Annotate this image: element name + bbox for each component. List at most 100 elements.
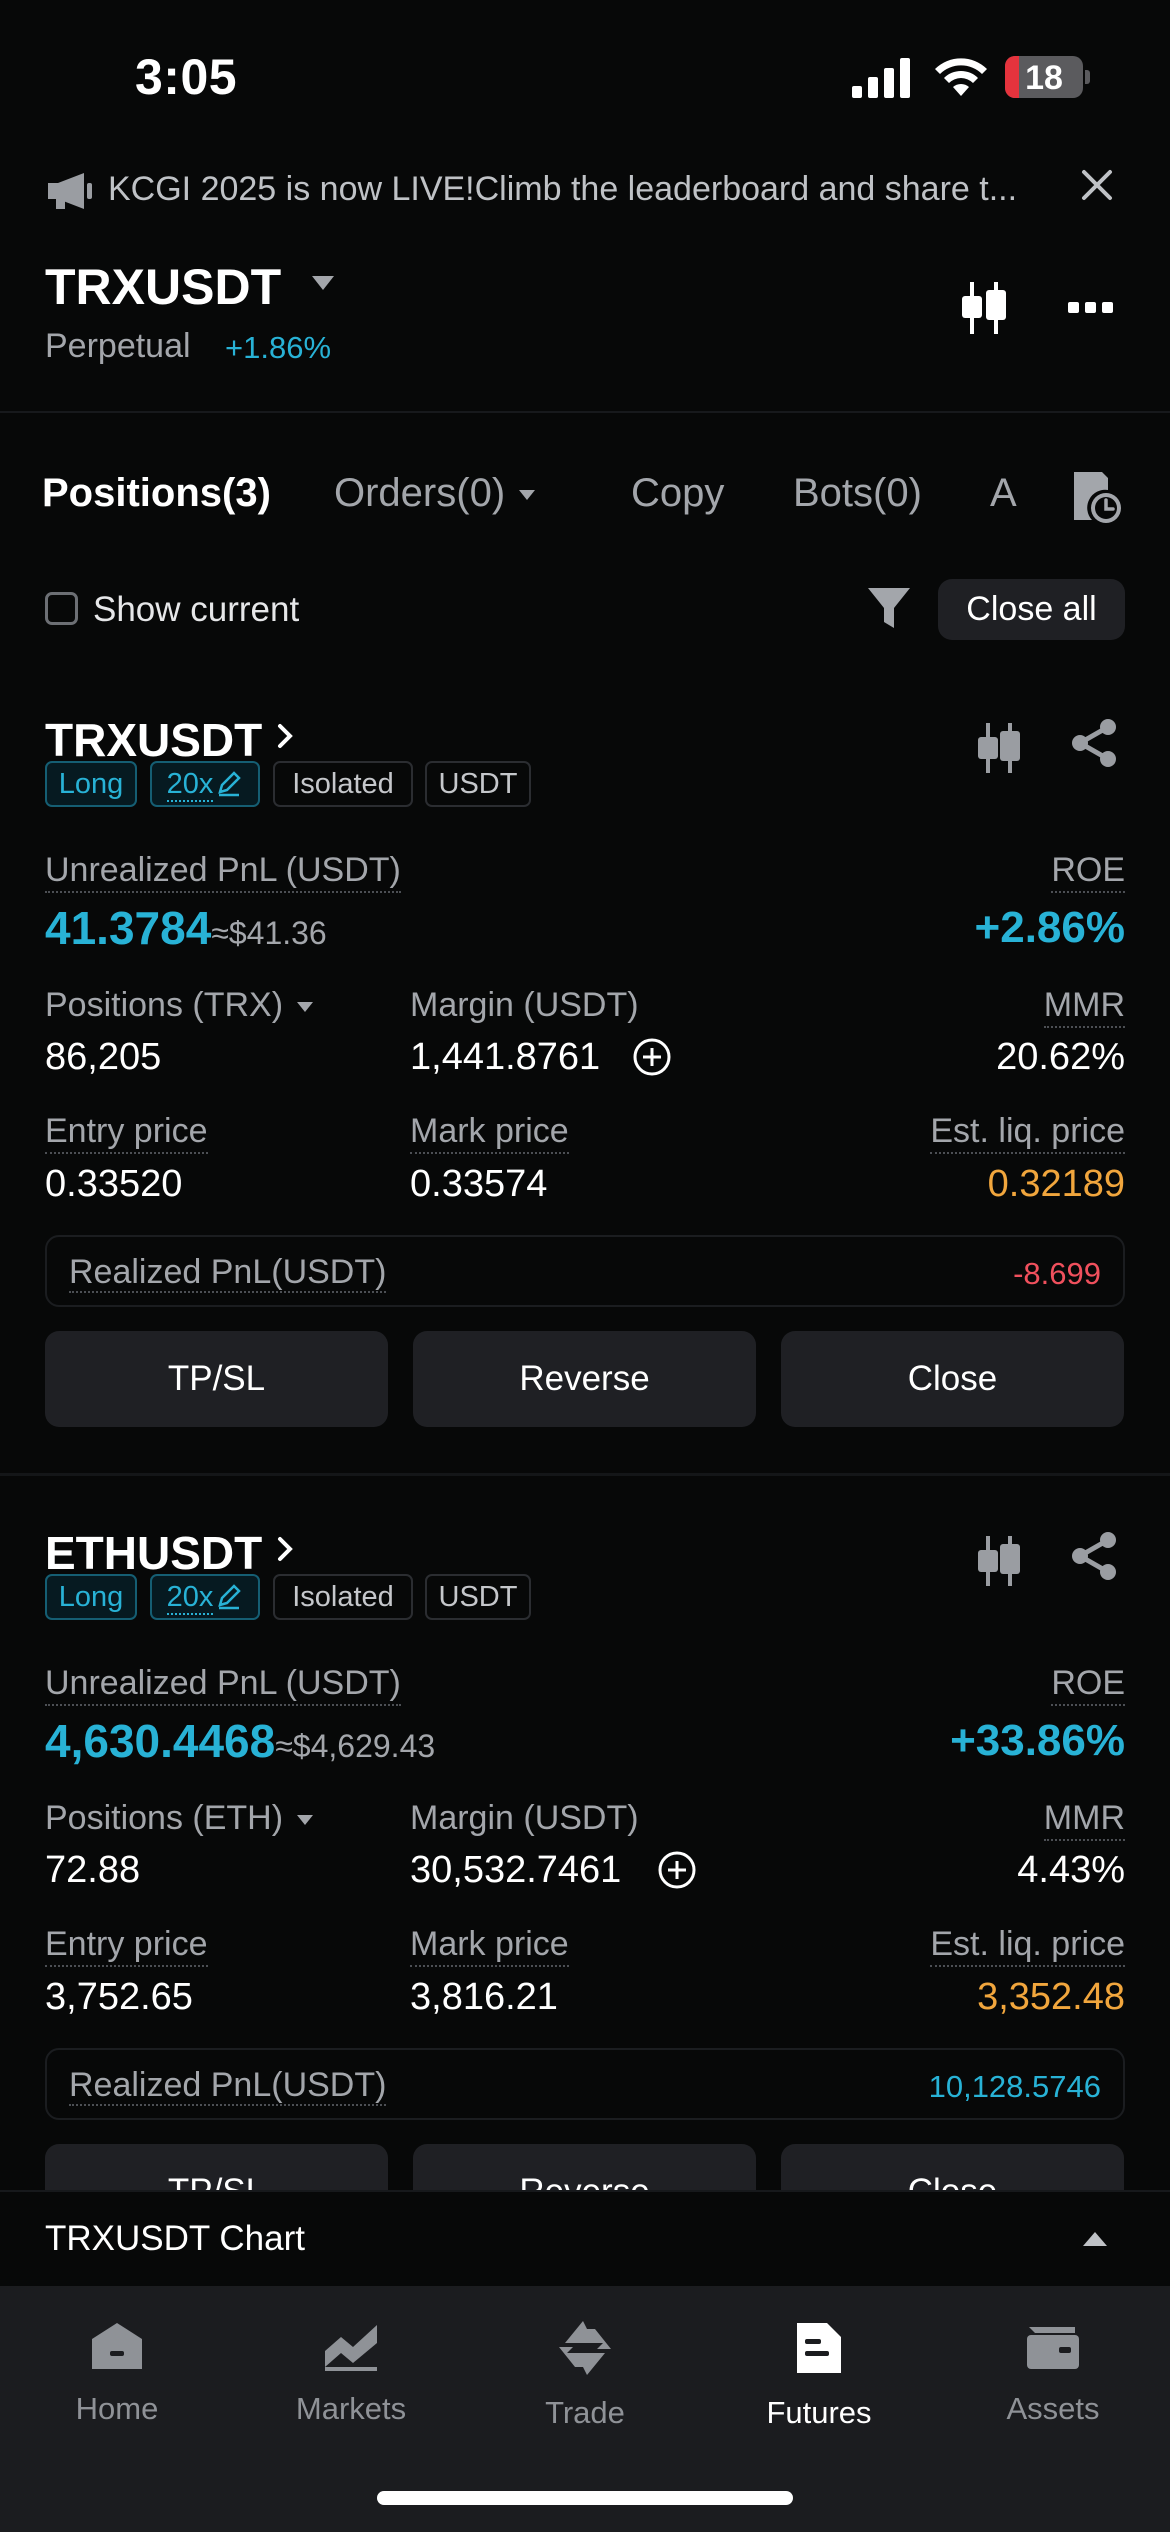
mark-price-label: Mark price <box>410 1925 569 1967</box>
futures-icon <box>797 2323 841 2373</box>
assets-icon <box>1027 2327 1079 2369</box>
unrealized-pnl-label: Unrealized PnL (USDT) <box>45 851 401 893</box>
positions-size-label[interactable]: Positions (TRX) <box>45 986 314 1025</box>
unrealized-pnl-usd: ≈$41.36 <box>211 915 327 951</box>
leverage-badge[interactable]: 20x <box>150 761 260 807</box>
mmr-label: MMR <box>1043 1799 1125 1841</box>
realized-pnl-row: Realized PnL(USDT) -8.699 <box>45 1235 1125 1307</box>
tab-copy[interactable]: Copy <box>631 471 725 515</box>
cellular-signal-icon <box>852 58 910 98</box>
tabbar-assets[interactable]: Assets <box>936 2321 1170 2427</box>
est-liq-price-label: Est. liq. price <box>930 1925 1125 1967</box>
entry-price-label: Entry price <box>45 1112 208 1154</box>
share-icon[interactable] <box>1070 719 1118 767</box>
tabbar-home[interactable]: Home <box>0 2321 234 2427</box>
leverage-value: 20x <box>166 1581 214 1615</box>
megaphone-icon <box>48 173 92 209</box>
markets-icon <box>325 2325 377 2371</box>
margin-mode-badge: Isolated <box>273 761 413 807</box>
mark-price-value: 3,816.21 <box>410 1976 558 2018</box>
tab-bots[interactable]: Bots(0) <box>793 471 922 515</box>
close-button[interactable]: Close <box>781 1331 1124 1427</box>
chevron-down-icon <box>297 1002 314 1013</box>
leverage-badge[interactable]: 20x <box>150 1574 260 1620</box>
status-time: 3:05 <box>135 49 238 105</box>
settle-badge: USDT <box>425 761 531 807</box>
tabbar-trade[interactable]: Trade <box>468 2321 702 2431</box>
add-margin-icon[interactable] <box>657 1850 697 1890</box>
chart-drawer-bar[interactable]: TRXUSDT Chart <box>0 2190 1170 2286</box>
settle-badge: USDT <box>425 1574 531 1620</box>
realized-pnl-row: Realized PnL(USDT) 10,128.5746 <box>45 2048 1125 2120</box>
tab-orders[interactable]: Orders(0) <box>334 471 536 516</box>
announcement-banner[interactable]: KCGI 2025 is now LIVE!Climb the leaderbo… <box>0 150 1170 230</box>
roe-value: +33.86% <box>950 1716 1125 1765</box>
price-change: +1.86% <box>225 330 332 365</box>
edit-icon <box>218 1584 242 1610</box>
realized-pnl-value: -8.699 <box>1013 1256 1101 1291</box>
tp-sl-button[interactable]: TP/SL <box>45 1331 388 1427</box>
unrealized-pnl-value: 41.3784≈$41.36 <box>45 902 327 954</box>
chevron-down-icon <box>297 1815 314 1826</box>
tabbar-label: Home <box>75 2391 159 2426</box>
tabbar-label: Markets <box>295 2391 407 2426</box>
battery-icon: 18 <box>1005 56 1090 98</box>
margin-label: Margin (USDT) <box>410 1799 639 1837</box>
mmr-value: 20.62% <box>996 1036 1125 1078</box>
margin-value: 1,441.8761 <box>410 1036 601 1078</box>
tabbar-markets[interactable]: Markets <box>234 2321 468 2427</box>
chart-drawer-label: TRXUSDT Chart <box>45 2219 305 2258</box>
announcement-text: KCGI 2025 is now LIVE!Climb the leaderbo… <box>108 170 1018 208</box>
candlestick-chart-icon[interactable] <box>975 1536 1023 1586</box>
filter-icon[interactable] <box>868 588 910 630</box>
close-icon[interactable] <box>1080 168 1114 202</box>
positions-size-value: 72.88 <box>45 1849 141 1891</box>
realized-pnl-label: Realized PnL(USDT) <box>69 2066 387 2106</box>
contract-type: Perpetual <box>45 327 191 365</box>
chevron-down-icon <box>519 490 536 501</box>
wifi-icon <box>935 58 987 96</box>
mark-price-value: 0.33574 <box>410 1163 548 1205</box>
entry-price-label: Entry price <box>45 1925 208 1967</box>
margin-value: 30,532.7461 <box>410 1849 622 1891</box>
roe-label: ROE <box>1051 851 1125 893</box>
home-indicator[interactable] <box>377 2491 793 2505</box>
battery-level: 18 <box>1025 59 1063 97</box>
unrealized-pnl-value: 4,630.4468≈$4,629.43 <box>45 1715 436 1767</box>
chevron-down-icon[interactable] <box>312 276 334 290</box>
show-current-checkbox[interactable] <box>45 592 78 625</box>
share-icon[interactable] <box>1070 1532 1118 1580</box>
positions-size-value: 86,205 <box>45 1036 162 1078</box>
symbol-title[interactable]: TRXUSDT <box>45 259 282 315</box>
tab-positions[interactable]: Positions(3) <box>42 471 271 515</box>
position-symbol[interactable]: TRXUSDT <box>45 714 263 766</box>
unrealized-pnl-label: Unrealized PnL (USDT) <box>45 1664 401 1706</box>
unrealized-pnl-usd: ≈$4,629.43 <box>275 1728 436 1764</box>
margin-mode-badge: Isolated <box>273 1574 413 1620</box>
chevron-right-icon[interactable] <box>277 1536 293 1562</box>
roe-label: ROE <box>1051 1664 1125 1706</box>
tabbar-futures[interactable]: Futures <box>702 2321 936 2431</box>
tab-a[interactable]: A <box>990 471 1017 515</box>
edit-icon <box>218 771 242 797</box>
position-symbol[interactable]: ETHUSDT <box>45 1527 263 1579</box>
leverage-value: 20x <box>166 768 214 802</box>
candlestick-chart-icon[interactable] <box>958 282 1010 334</box>
candlestick-chart-icon[interactable] <box>975 723 1023 773</box>
more-icon[interactable] <box>1068 302 1114 314</box>
positions-size-label[interactable]: Positions (ETH) <box>45 1799 314 1838</box>
tabbar-label: Assets <box>1006 2391 1100 2426</box>
est-liq-price-label: Est. liq. price <box>930 1112 1125 1154</box>
margin-label: Margin (USDT) <box>410 986 639 1024</box>
show-current-label[interactable]: Show current <box>93 590 300 629</box>
est-liq-price-value: 3,352.48 <box>977 1976 1125 2018</box>
close-all-button[interactable]: Close all <box>938 579 1125 640</box>
chevron-up-icon[interactable] <box>1083 2232 1107 2246</box>
history-icon[interactable] <box>1068 468 1122 526</box>
tabbar-label: Futures <box>766 2395 872 2430</box>
chevron-right-icon[interactable] <box>277 723 293 749</box>
side-badge: Long <box>45 1574 137 1620</box>
reverse-button[interactable]: Reverse <box>413 1331 756 1427</box>
roe-value: +2.86% <box>974 903 1125 952</box>
add-margin-icon[interactable] <box>632 1037 672 1077</box>
